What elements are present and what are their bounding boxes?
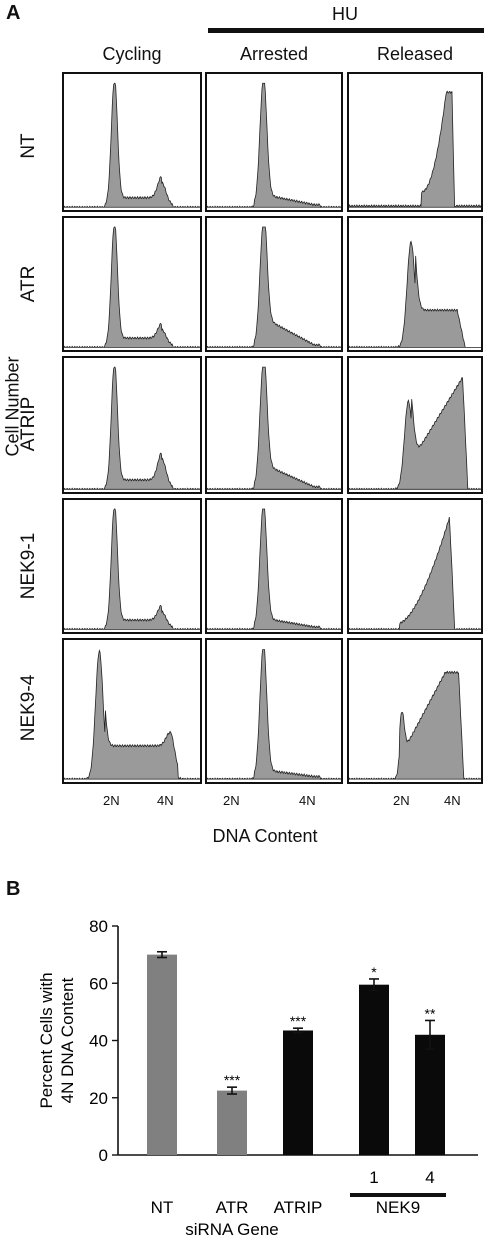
histogram-profile [207, 83, 341, 207]
histogram-profile [349, 91, 481, 207]
column-header-arrested: Arrested [239, 44, 309, 64]
histogram-profile [349, 517, 481, 629]
significance-label: *** [224, 1072, 241, 1088]
histogram-profile [64, 367, 200, 489]
histogram-profile [64, 509, 200, 629]
nek9-group-bracket [350, 1193, 446, 1197]
column-header-cycling: Cycling [102, 44, 162, 64]
histogram-profile [349, 671, 481, 779]
hu-label: HU [332, 4, 358, 24]
histogram-profile [207, 227, 341, 347]
histogram-profile [207, 650, 341, 780]
histogram-nek9-4-arrested [205, 638, 343, 784]
row-label-nt: NT [18, 133, 39, 159]
histogram-nek9-1-released [347, 498, 483, 634]
y-axis-label: Percent Cells with 4N DNA Content [37, 972, 77, 1108]
histogram-atr-arrested [205, 216, 343, 352]
histogram-nek9-4-released [347, 638, 483, 784]
y-tick-label: 40 [89, 1032, 108, 1051]
x-tick-4n-col1: 4N [157, 793, 174, 808]
hu-bar [208, 28, 484, 33]
histogram-profile [349, 378, 481, 490]
significance-label: *** [290, 1013, 307, 1029]
bar-chart: 0 20 40 60 80 Percent Cells with 4N DNA Conten… [37, 917, 478, 1239]
column-header-released: Released [376, 44, 454, 64]
row-label-atrip: ATRIP [18, 396, 39, 452]
y-tick-label: 20 [89, 1089, 108, 1108]
x-tick-2n-col3: 2N [393, 793, 410, 808]
bar-atrip [283, 1030, 313, 1155]
histogram-profile [64, 83, 200, 207]
group-label-nek9: NEK9 [376, 1198, 420, 1217]
bar-4 [415, 1034, 445, 1155]
category-label-1: 1 [369, 1168, 378, 1187]
x-tick-4n-col2: 4N [299, 793, 316, 808]
y-tick-label: 60 [89, 974, 108, 993]
bar-1 [359, 984, 389, 1155]
x-tick-2n-col2: 2N [223, 793, 240, 808]
row-label-nek9-4: NEK9-4 [18, 674, 39, 742]
y-tick-label: 80 [89, 917, 108, 936]
category-label-atrip: ATRIP [274, 1198, 323, 1217]
row-label-atr: ATR [18, 265, 39, 303]
histogram-profile [64, 227, 200, 347]
x-axis-label: siRNA Gene [185, 1220, 279, 1239]
histogram-nt-arrested [205, 72, 343, 212]
bar-nt [147, 954, 177, 1155]
histogram-atrip-cycling [62, 356, 202, 494]
histogram-nek9-1-arrested [205, 498, 343, 634]
significance-label: * [371, 964, 377, 980]
histogram-atrip-released [347, 356, 483, 494]
histogram-nek9-4-cycling [62, 638, 202, 784]
panel-b-letter: B [6, 878, 21, 900]
histogram-profile [207, 509, 341, 629]
category-label-atr: ATR [216, 1198, 249, 1217]
significance-label: ** [425, 1005, 436, 1021]
histogram-nt-cycling [62, 72, 202, 212]
histogram-profile [207, 367, 341, 489]
category-label-nt: NT [151, 1198, 174, 1217]
x-tick-4n-col3: 4N [444, 793, 461, 808]
histogram-profile [64, 651, 200, 780]
bar-atr [217, 1090, 247, 1155]
panel-a-letter: A [6, 2, 21, 24]
row-label-nek9-1: NEK9-1 [18, 532, 39, 600]
histogram-atr-cycling [62, 216, 202, 352]
histogram-atr-released [347, 216, 483, 352]
histogram-atrip-arrested [205, 356, 343, 494]
y-tick-label: 0 [99, 1146, 108, 1165]
histogram-profile [349, 241, 481, 347]
x-axis-label-dna-content: DNA Content [212, 826, 318, 846]
histogram-nt-released [347, 72, 483, 212]
histogram-nek9-1-cycling [62, 498, 202, 634]
category-label-4: 4 [425, 1168, 434, 1187]
x-tick-2n-col1: 2N [103, 793, 120, 808]
